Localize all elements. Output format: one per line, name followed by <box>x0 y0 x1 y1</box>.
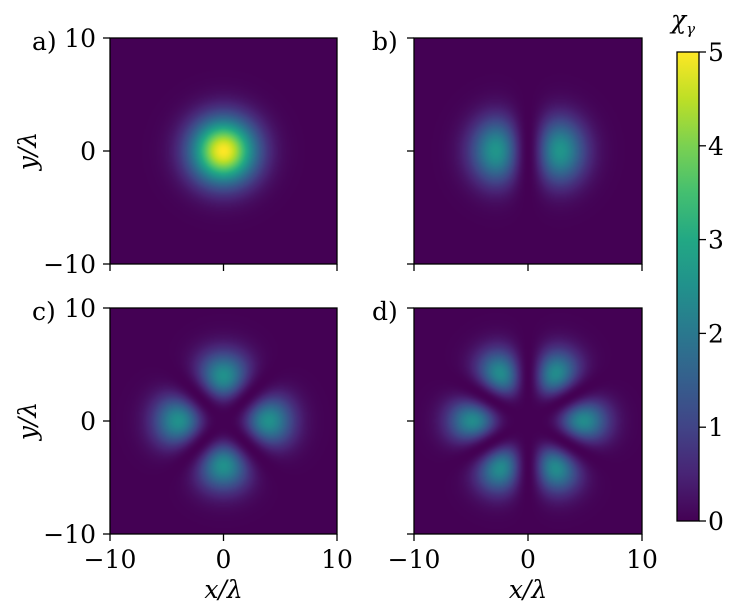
y-tick-label-mid: 0 <box>80 407 96 436</box>
x-tick-label-mid: 0 <box>520 545 536 574</box>
colorbar-ticks: 0 1 2 3 4 5 <box>699 38 724 536</box>
x-axis-label: x/λ <box>204 575 242 604</box>
panel-a-label: a) <box>32 27 57 56</box>
y-tick-label-mid: 0 <box>80 137 96 166</box>
x-tick-label-left: −10 <box>388 545 441 574</box>
x-tick-label-right: 10 <box>626 545 658 574</box>
x-tick-label-left: −10 <box>84 545 137 574</box>
colorbar-tick-label: 1 <box>708 413 724 442</box>
panel-d-label: d) <box>372 297 398 326</box>
y-axis-label: y/λ <box>13 402 42 441</box>
colorbar-tick-label: 2 <box>708 319 724 348</box>
x-tick-label-right: 10 <box>321 545 353 574</box>
colorbar <box>676 51 700 522</box>
y-tick-label-bottom: −10 <box>43 250 96 279</box>
panel-b-label: b) <box>372 27 398 56</box>
x-axis-label: x/λ <box>509 575 547 604</box>
y-tick-label-top: 10 <box>64 294 96 323</box>
x-tick-label-mid: 0 <box>216 545 232 574</box>
y-tick-label-bottom: −10 <box>43 520 96 549</box>
heatmap-panel-b <box>414 38 642 264</box>
colorbar-tick-label: 5 <box>708 38 724 67</box>
tick-marks <box>103 37 643 541</box>
heatmap-panel-a <box>110 38 337 264</box>
panel-c-label: c) <box>32 297 56 326</box>
colorbar-tick-label: 0 <box>708 507 724 536</box>
y-tick-label-top: 10 <box>64 24 96 53</box>
colorbar-label: χγ <box>669 5 695 38</box>
heatmap-panel-c <box>110 308 337 534</box>
colorbar-tick-label: 3 <box>708 226 724 255</box>
heatmap-panel-d <box>414 308 642 534</box>
colorbar-tick-label: 4 <box>708 132 724 161</box>
y-axis-label: y/λ <box>13 132 42 171</box>
